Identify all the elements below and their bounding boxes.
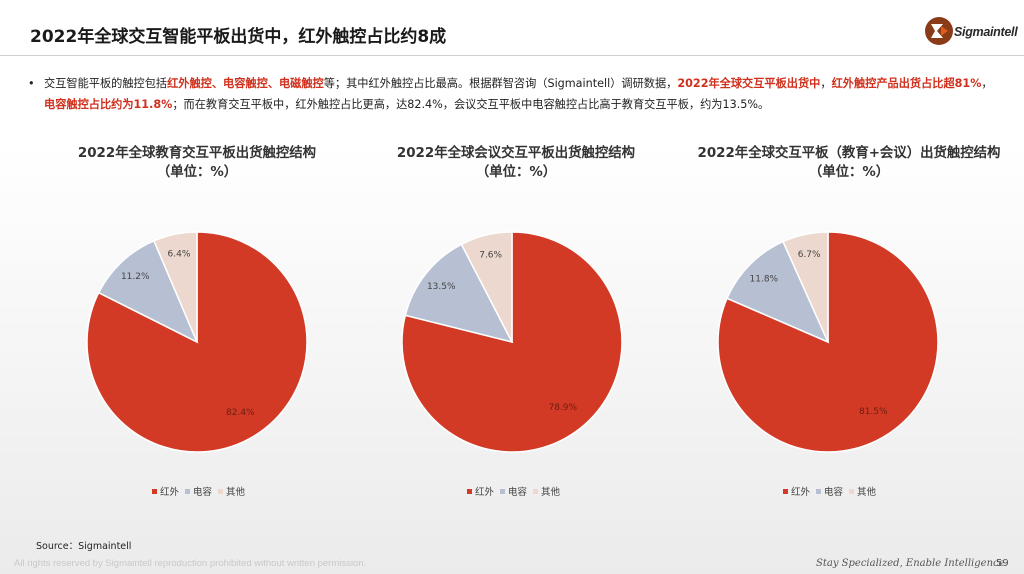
chart-2-subtitle: （单位：%） [475, 165, 557, 180]
chart-1-subtitle: （单位：%） [156, 165, 238, 180]
legend-item: 红外 [152, 484, 179, 498]
pie-slice-2 [404, 243, 514, 344]
pie-chart-education: 82.4% 11.2% 6.4% [86, 231, 308, 453]
legend-swatch [185, 489, 191, 494]
legend-swatch [152, 489, 157, 494]
bullet-text: 交互智能平板的触控包括红外触控、电容触控、电磁触控等；其中红外触控占比最高。根据… [28, 73, 998, 115]
legend-item: 其他 [218, 484, 245, 498]
legend-label: 电容 [193, 487, 213, 498]
pie-chart-total: 81.5% 11.8% 6.7% [717, 231, 939, 453]
pie-slice-3 [152, 231, 198, 343]
bullet-text-segment: 等；其中红外触控占比最高。根据群智咨询（Sigmaintell）调研数据， [323, 77, 678, 90]
legend-item: 红外 [467, 484, 494, 498]
legend-swatch [783, 489, 788, 494]
sigmaintell-logo-icon [925, 17, 953, 45]
legend-swatch [533, 489, 539, 494]
pie-data-label: 7.6% [479, 250, 502, 260]
legend-item: 红外 [783, 484, 810, 498]
pie-slice-2 [97, 239, 199, 344]
pie-chart-meeting: 78.9% 13.5% 7.6% [401, 231, 623, 453]
page-number: 59 [996, 558, 1009, 569]
chart-1-title-block: 2022年全球教育交互平板出货触控结构 （单位：%） [37, 144, 357, 182]
logo-text: Sigmaintell [954, 25, 1018, 39]
chart-3-title: 2022年全球交互平板（教育+会议）出货触控结构 [697, 146, 1001, 161]
pie-data-label: 11.2% [121, 272, 150, 282]
summary-bullet: • 交互智能平板的触控包括红外触控、电容触控、电磁触控等；其中红外触控占比最高。… [28, 73, 998, 115]
bullet-text-segment: ， [981, 77, 993, 90]
legend-label: 其他 [226, 487, 246, 498]
legend-swatch [816, 489, 822, 494]
pie-slice-3 [460, 231, 513, 343]
chart-2-title: 2022年全球会议交互平板出货触控结构 [396, 146, 636, 161]
highlight-text: 电容触控占比约为11.8% [44, 98, 173, 111]
legend-label: 其他 [541, 487, 561, 498]
legend-label: 电容 [824, 487, 844, 498]
highlight-text: 红外触控、电容触控、电磁触控 [167, 77, 324, 90]
chart-1-legend: 红外 电容 其他 [152, 484, 251, 498]
legend-swatch [467, 489, 472, 494]
legend-item: 电容 [816, 484, 843, 498]
pie-data-label: 6.4% [168, 250, 191, 260]
pie-data-label: 6.7% [798, 250, 821, 260]
bullet-text-segment: ， [820, 77, 832, 90]
source-note: Source：Sigmaintell [36, 541, 132, 552]
pie-data-label: 78.9% [548, 403, 577, 413]
chart-2-title-block: 2022年全球会议交互平板出货触控结构 （单位：%） [356, 144, 676, 182]
legend-label: 其他 [857, 487, 877, 498]
chart-3-legend: 红外 电容 其他 [783, 484, 882, 498]
highlight-text: 2022年全球交互平板出货中 [677, 77, 821, 90]
pie-data-label: 81.5% [859, 407, 888, 417]
title-divider [0, 55, 1024, 56]
legend-label: 红外 [475, 487, 495, 498]
chart-3-title-block: 2022年全球交互平板（教育+会议）出货触控结构 （单位：%） [683, 144, 1015, 182]
chart-1-title: 2022年全球教育交互平板出货触控结构 [77, 146, 317, 161]
bullet-text-segment: ；而在教育交互平板中，红外触控占比更高，达82.4%，会议交互平板中电容触控占比… [172, 98, 770, 111]
chart-2-legend: 红外 电容 其他 [467, 484, 566, 498]
legend-swatch [849, 489, 855, 494]
legend-swatch [218, 489, 224, 494]
slogan: Stay Specialized, Enable Intelligence [816, 558, 1005, 569]
pie-data-label: 11.8% [750, 275, 779, 285]
legend-item: 电容 [185, 484, 212, 498]
chart-3-subtitle: （单位：%） [808, 165, 890, 180]
bullet-text-segment: 交互智能平板的触控包括 [44, 77, 168, 90]
legend-item: 其他 [533, 484, 560, 498]
pie-data-label: 13.5% [427, 282, 456, 292]
slide-title: 2022年全球交互智能平板出货中，红外触控占比约8成 [30, 27, 447, 47]
legend-item: 其他 [849, 484, 876, 498]
copyright-notice: All rights reserved by Sigmaintell repro… [14, 558, 367, 569]
highlight-text: 红外触控产品出货占比超81% [831, 77, 982, 90]
legend-label: 电容 [508, 487, 528, 498]
pie-slice-2 [726, 240, 830, 344]
legend-label: 红外 [160, 487, 180, 498]
legend-label: 红外 [791, 487, 811, 498]
bullet-marker: • [28, 77, 35, 90]
pie-data-label: 82.4% [226, 408, 255, 418]
pie-slice-3 [782, 231, 829, 343]
legend-swatch [500, 489, 506, 494]
company-logo: Sigmaintell [924, 14, 1018, 50]
legend-item: 电容 [500, 484, 527, 498]
